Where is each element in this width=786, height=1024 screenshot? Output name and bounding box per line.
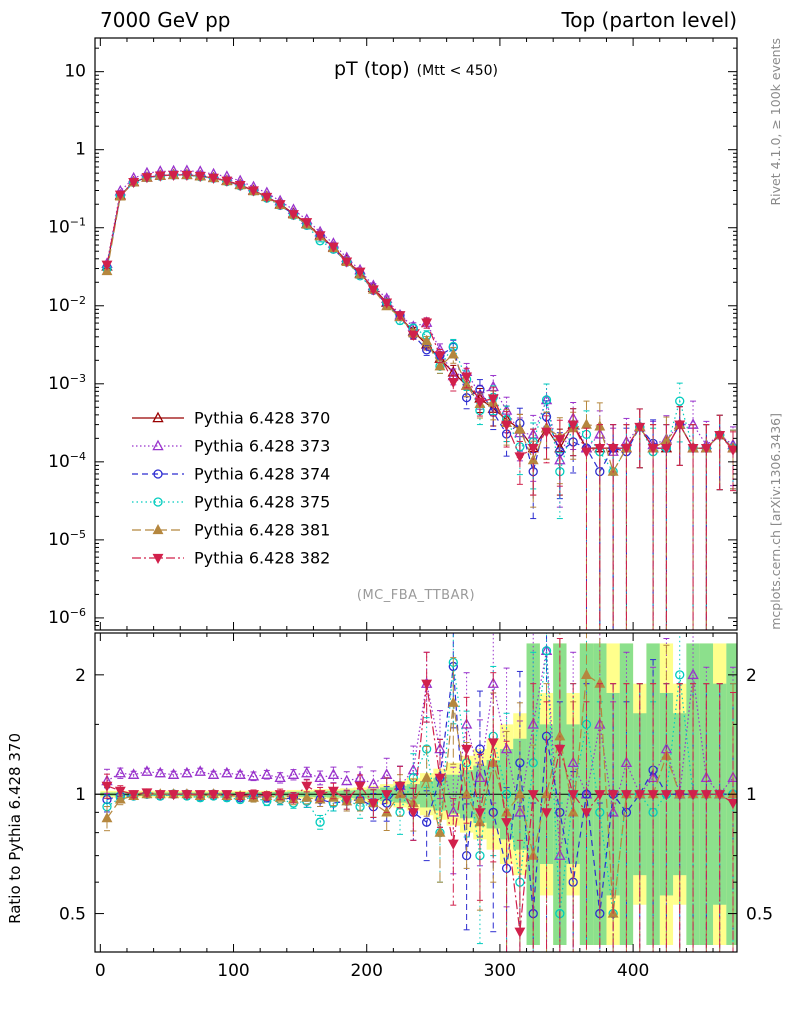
observable-cut-label: (Mtt < 450)	[416, 63, 498, 79]
ratio-y-tick-label-right: 2	[746, 666, 757, 686]
main-y-tick-label: 10	[64, 62, 86, 82]
ratio-y-tick-label-right: 1	[746, 785, 757, 805]
mcplots-arxiv-note: mcplots.cern.ch [arXiv:1306.3436]	[768, 413, 783, 630]
ratio-y-tick-label-right: 0.5	[746, 905, 773, 925]
main-panel-frame	[94, 37, 738, 631]
x-tick-label: 300	[484, 961, 516, 981]
main-y-tick-label: 10−1	[48, 216, 86, 238]
x-tick-label: 400	[617, 961, 649, 981]
x-tick-label: 100	[217, 961, 249, 981]
legend	[132, 411, 184, 565]
legend-entry-label: Pythia 6.428 374	[194, 465, 330, 484]
main-series	[101, 164, 737, 630]
legend-entry-label: Pythia 6.428 375	[194, 493, 330, 512]
ratio-panel-frame	[94, 632, 738, 953]
main-y-tick-label: 10−4	[48, 450, 86, 472]
rivet-version-note: Rivet 4.1.0, ≥ 100k events	[768, 38, 783, 206]
ratio-y-tick-label: 0.5	[59, 905, 86, 925]
main-y-tick-label: 10−2	[48, 294, 86, 316]
ratio-y-tick-label: 2	[75, 666, 86, 686]
analysis-watermark: (MC_FBA_TTBAR)	[356, 588, 476, 603]
plot-title: pT (top) (Mtt < 450)	[95, 58, 737, 80]
ratio-series	[101, 633, 737, 952]
beam-energy-label: 7000 GeV pp	[100, 8, 231, 32]
x-tick-label: 0	[95, 961, 106, 981]
legend-entry-label: Pythia 6.428 370	[194, 409, 330, 428]
analysis-group-label: Top (parton level)	[561, 8, 737, 32]
legend-entry-label: Pythia 6.428 382	[194, 549, 330, 568]
legend-entry-label: Pythia 6.428 381	[194, 521, 330, 540]
observable-title: pT (top)	[333, 58, 410, 80]
ratio-y-tick-label: 1	[75, 785, 86, 805]
main-y-tick-label: 10−5	[48, 528, 86, 550]
ratio-axis-label: Ratio to Pythia 6.428 370	[6, 733, 24, 924]
legend-entry-label: Pythia 6.428 373	[194, 437, 330, 456]
main-y-tick-label: 10−6	[48, 606, 86, 628]
main-y-tick-label: 10−3	[48, 372, 86, 394]
x-tick-label: 200	[350, 961, 382, 981]
main-y-tick-label: 1	[75, 140, 86, 160]
